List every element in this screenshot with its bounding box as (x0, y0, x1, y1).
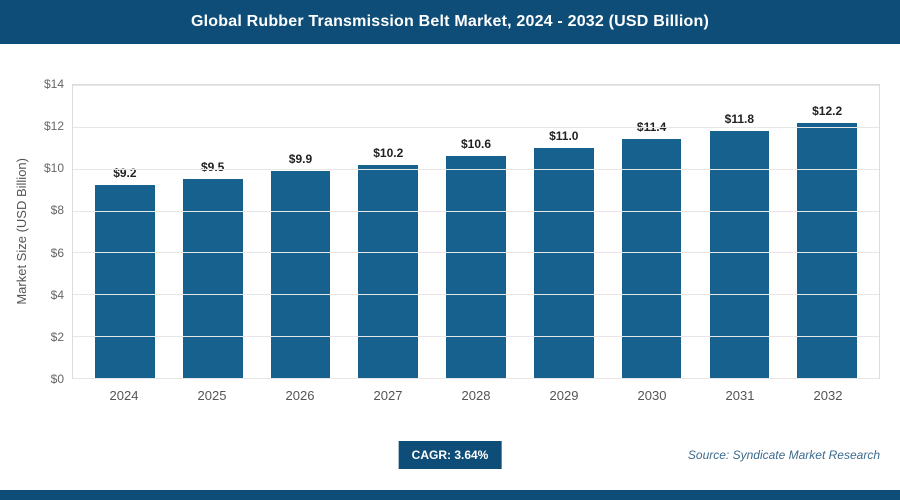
chart-title: Global Rubber Transmission Belt Market, … (190, 13, 710, 30)
cagr-badge: CAGR: 3.64% (398, 441, 502, 469)
bar-value-label: $11.8 (724, 112, 755, 127)
bottom-accent-bar (0, 490, 900, 500)
x-tick-label: 2030 (637, 388, 667, 403)
x-tick-label: 2031 (725, 388, 755, 403)
y-axis-label: Market Size (USD Billion) (13, 158, 29, 305)
gridline (73, 210, 879, 212)
bar-slot: $11.0 (520, 85, 608, 378)
y-tick-label: $10 (43, 161, 64, 176)
bar-slot: $9.9 (257, 85, 345, 378)
x-tick-label: 2025 (197, 388, 227, 403)
x-tick-label: 2027 (373, 388, 403, 403)
y-axis-ticks: $0 $2 $4 $6 $8 $10 $12 $14 (32, 77, 72, 386)
bar-slot: $11.8 (695, 85, 783, 378)
y-tick-label: $0 (50, 372, 64, 386)
gridline (73, 336, 879, 338)
bar (182, 179, 243, 378)
gridline (73, 294, 879, 296)
bar (358, 164, 419, 378)
chart-title-bar: Global Rubber Transmission Belt Market, … (0, 0, 900, 44)
bar (95, 185, 155, 378)
bar-slot: $9.5 (169, 85, 257, 378)
gridline (73, 252, 879, 254)
chart: Market Size (USD Billion) $0 $2 $4 $6 $8 $10 $… (0, 44, 900, 403)
plot-area: $9.2 $9.5 $9.9 $10.2 $10.6 $11.0 $11.4 $11.8 $12… (72, 84, 880, 379)
bar-value-label: $9.5 (200, 160, 225, 175)
y-axis-label-column: Market Size (USD Billion) (10, 84, 32, 379)
x-tick-label: 2028 (461, 388, 491, 403)
x-tick-label: 2029 (549, 388, 579, 403)
source-text: Source: Syndicate Market Research (687, 448, 880, 462)
bar-value-label: $10.2 (373, 145, 404, 160)
bar-slot: $9.2 (81, 85, 169, 378)
bar (797, 122, 857, 378)
bar-value-label: $11.0 (549, 128, 579, 143)
y-tick-label: $12 (43, 119, 64, 134)
gridline (73, 168, 879, 170)
bar-value-label: $9.9 (288, 151, 313, 166)
x-tick-label: 2032 (813, 388, 843, 403)
gridline (73, 85, 879, 86)
bar-slot: $11.4 (608, 85, 696, 378)
bar-slot: $12.2 (783, 85, 871, 378)
x-axis-ticks: 2024 2025 2026 2027 2028 2029 2030 2031 2032 (72, 388, 880, 403)
gridline (73, 378, 879, 379)
x-tick-label: 2026 (285, 388, 315, 403)
bar-value-label: $12.2 (812, 103, 843, 118)
y-tick-label: $2 (50, 329, 64, 344)
bar-value-label: $10.6 (461, 137, 492, 152)
chart-footer: CAGR: 3.64% Source: Syndicate Market Res… (0, 435, 900, 475)
y-tick-label: $4 (50, 287, 64, 302)
bar (533, 147, 594, 378)
bar (446, 156, 506, 378)
bar-slot: $10.2 (344, 85, 432, 378)
bar (621, 139, 682, 378)
plot-column: $9.2 $9.5 $9.9 $10.2 $10.6 $11.0 $11.4 $11.8 $12… (72, 84, 880, 403)
y-tick-label: $6 (50, 245, 64, 260)
bar-value-label: $9.2 (113, 166, 137, 181)
gridline (73, 126, 879, 128)
x-tick-label: 2024 (109, 388, 139, 403)
y-tick-label: $8 (50, 203, 64, 218)
bar (270, 170, 331, 378)
bar-slot: $10.6 (432, 85, 520, 378)
bars-container: $9.2 $9.5 $9.9 $10.2 $10.6 $11.0 $11.4 $11.8 $12… (73, 85, 879, 378)
y-tick-label: $14 (43, 77, 64, 91)
